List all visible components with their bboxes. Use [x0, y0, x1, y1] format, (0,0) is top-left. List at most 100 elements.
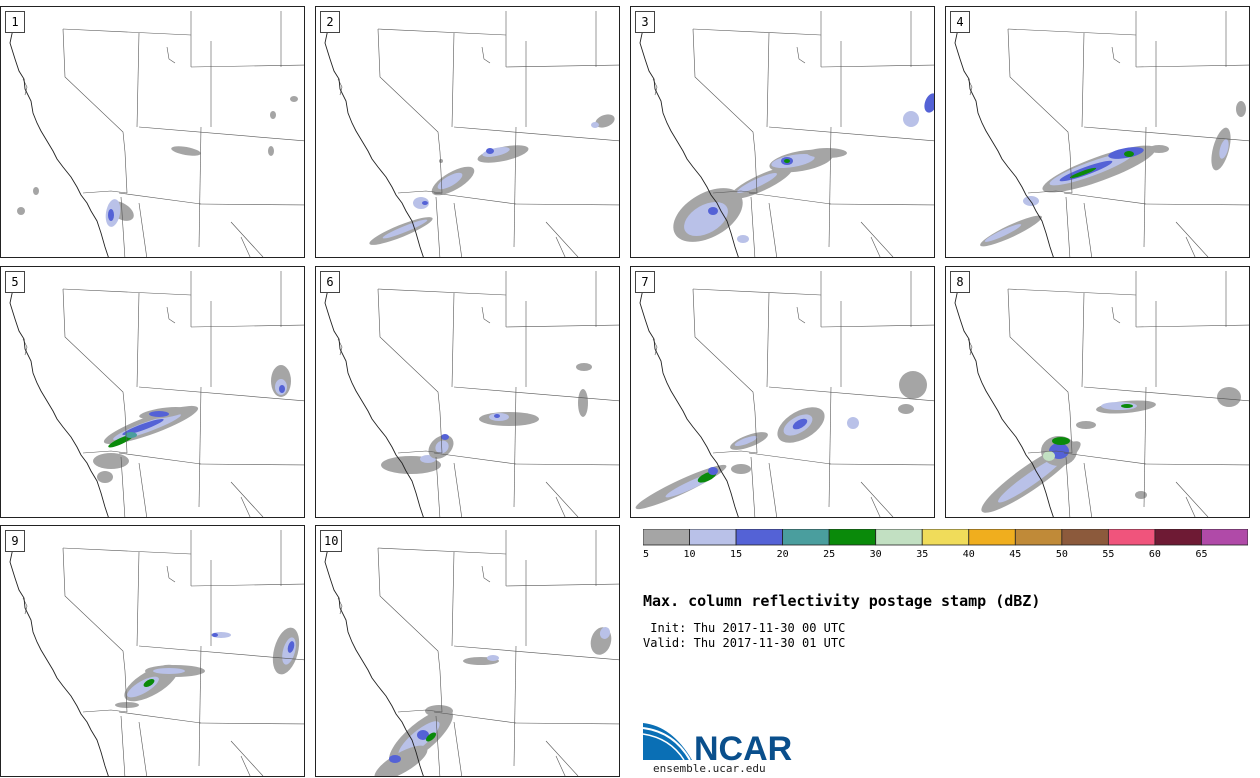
reflectivity-echo	[578, 389, 588, 417]
state-border	[138, 721, 148, 776]
state-border	[750, 196, 756, 257]
state-border	[555, 236, 566, 257]
state-border	[1083, 126, 1249, 142]
state-border	[433, 192, 517, 205]
state-border	[138, 126, 304, 142]
member-panel-9: 9	[0, 525, 305, 777]
coastline	[639, 18, 739, 257]
state-border	[481, 565, 491, 583]
member-panel-8: 8	[945, 266, 1250, 518]
reflectivity-echo	[898, 404, 914, 414]
reflectivity-echo	[482, 147, 510, 157]
member-panel-5: 5	[0, 266, 305, 518]
state-border	[120, 196, 126, 257]
state-border	[120, 715, 126, 776]
state-border	[712, 450, 758, 454]
panel-number: 7	[635, 271, 655, 293]
reflectivity-map	[324, 271, 619, 517]
state-border	[481, 306, 491, 324]
reflectivity-map	[9, 271, 304, 517]
state-border	[513, 722, 619, 725]
state-border	[555, 496, 566, 517]
state-border	[453, 386, 619, 402]
reflectivity-echo	[426, 732, 436, 742]
state-border	[1111, 46, 1121, 64]
reflectivity-echo	[290, 96, 298, 102]
state-border	[198, 386, 202, 508]
reflectivity-echo	[486, 148, 494, 154]
state-border	[136, 551, 140, 647]
state-border	[860, 481, 894, 517]
state-border	[1083, 386, 1249, 402]
coastline	[9, 537, 109, 776]
reflectivity-echo	[437, 172, 463, 190]
member-panel-4: 4	[945, 6, 1250, 258]
reflectivity-echo	[108, 434, 134, 448]
state-border	[513, 126, 517, 248]
reflectivity-echo	[807, 148, 847, 158]
colorbar-swatch	[1061, 529, 1109, 546]
state-border	[513, 645, 517, 767]
reflectivity-echo	[422, 201, 428, 205]
reflectivity-echo	[374, 745, 428, 776]
reflectivity-echo	[382, 219, 428, 239]
state-border	[828, 126, 832, 248]
state-border	[1081, 32, 1085, 128]
state-border	[545, 740, 579, 776]
state-border	[118, 711, 202, 724]
panel-number: 9	[5, 530, 25, 552]
colorbar-tick-label: 25	[823, 549, 835, 559]
panel-number: 8	[950, 271, 970, 293]
state-border	[768, 386, 934, 402]
coastline	[324, 278, 424, 517]
state-border	[198, 463, 304, 466]
state-border	[240, 236, 251, 257]
state-border	[82, 450, 128, 454]
state-border	[435, 715, 441, 776]
state-border	[453, 462, 463, 517]
colorbar-swatch	[968, 529, 1016, 546]
state-border	[198, 203, 304, 206]
reflectivity-echo	[708, 207, 718, 215]
state-border	[1185, 496, 1196, 517]
reflectivity-echo	[924, 93, 934, 113]
colorbar-swatch	[689, 529, 737, 546]
state-border	[198, 645, 202, 767]
state-border	[1175, 481, 1209, 517]
reflectivity-echo	[736, 173, 778, 193]
state-border	[1063, 452, 1147, 465]
state-border	[138, 386, 304, 402]
reflectivity-echo	[93, 453, 129, 469]
reflectivity-echo	[115, 702, 139, 708]
reflectivity-echo	[1219, 139, 1229, 159]
state-border	[451, 551, 455, 647]
state-border	[513, 386, 517, 508]
state-border	[453, 645, 619, 661]
colorbar-swatch	[1107, 529, 1156, 546]
state-border	[692, 288, 822, 296]
colorbar-swatch	[875, 529, 923, 546]
state-border	[828, 463, 934, 466]
reflectivity-echo	[171, 146, 201, 156]
reflectivity-echo	[270, 111, 276, 119]
state-border	[138, 202, 148, 257]
state-border	[377, 547, 443, 713]
state-border	[230, 221, 264, 257]
valid-value: Thu 2017-11-30 01 UTC	[693, 636, 846, 650]
state-border	[453, 721, 463, 776]
reflectivity-echo	[708, 467, 718, 475]
product-title: Max. column reflectivity postage stamp (…	[643, 592, 1041, 610]
coastline	[324, 537, 424, 776]
reflectivity-map	[954, 271, 1249, 517]
state-border	[768, 202, 778, 257]
reflectivity-echo	[1124, 151, 1134, 157]
reflectivity-echo	[984, 224, 1022, 242]
reflectivity-echo	[389, 755, 401, 763]
state-border	[766, 292, 770, 388]
state-border	[62, 547, 128, 713]
reflectivity-echo	[737, 235, 749, 243]
reflectivity-echo	[576, 363, 592, 371]
state-border	[453, 202, 463, 257]
reflectivity-echo	[122, 418, 164, 436]
state-border	[768, 462, 778, 517]
